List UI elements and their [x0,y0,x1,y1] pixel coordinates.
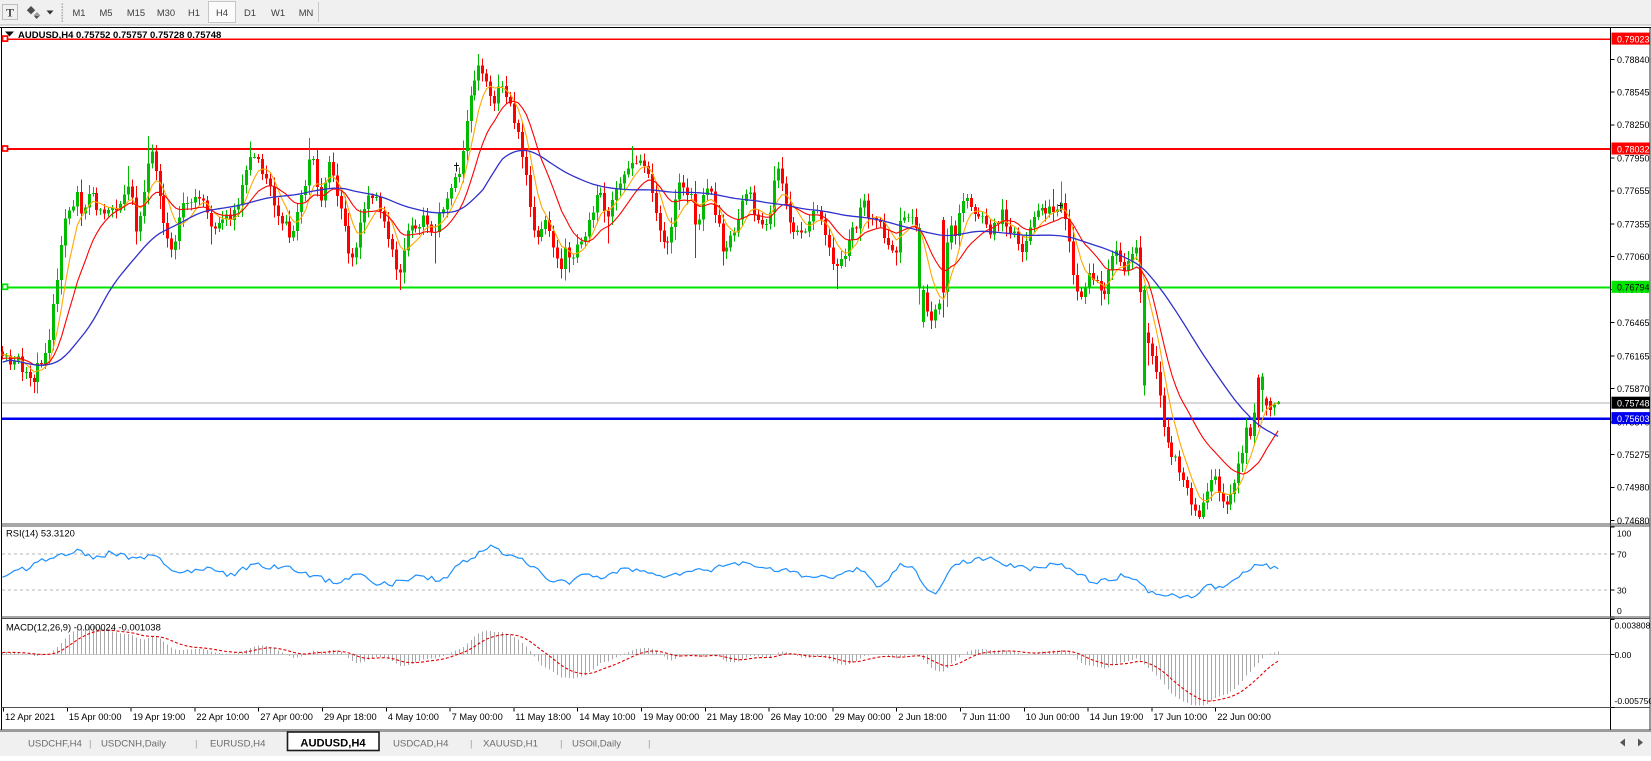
svg-text:14 May 10:00: 14 May 10:00 [579,712,635,722]
svg-text:T: T [6,6,14,20]
svg-text:0.74980: 0.74980 [1617,483,1650,493]
svg-text:M15: M15 [127,7,145,18]
svg-text:H1: H1 [188,7,200,18]
svg-text:0.76794: 0.76794 [1617,283,1650,293]
svg-text:11 May 18:00: 11 May 18:00 [515,712,571,722]
svg-text:0.77950: 0.77950 [1617,154,1650,164]
svg-text:H4: H4 [216,7,228,18]
svg-text:EURUSD,H4: EURUSD,H4 [210,739,266,750]
svg-text:|: | [470,739,473,750]
svg-text:29 May 00:00: 29 May 00:00 [834,712,890,722]
svg-text:30: 30 [1617,586,1627,596]
svg-text:0.78032: 0.78032 [1617,144,1650,154]
svg-text:0.75603: 0.75603 [1617,414,1650,424]
svg-text:MN: MN [299,7,314,18]
svg-text:AUDUSD,H4 0.75752 0.75757 0.7: AUDUSD,H4 0.75752 0.75757 0.75728 0.7574… [18,30,221,41]
svg-text:21 May 18:00: 21 May 18:00 [707,712,763,722]
svg-text:0: 0 [1617,606,1622,616]
svg-text:USOil,Daily: USOil,Daily [572,739,621,750]
svg-text:4 May 10:00: 4 May 10:00 [388,712,439,722]
svg-text:AUDUSD,H4: AUDUSD,H4 [300,738,366,750]
svg-text:D1: D1 [244,7,256,18]
svg-text:0.74680: 0.74680 [1617,516,1650,526]
svg-text:USDCNH,Daily: USDCNH,Daily [101,739,166,750]
svg-text:0.77355: 0.77355 [1617,219,1650,229]
svg-text:0.00: 0.00 [1615,650,1632,660]
svg-text:USDCHF,H4: USDCHF,H4 [28,739,83,750]
svg-text:0.77655: 0.77655 [1617,186,1650,196]
svg-text:0.78250: 0.78250 [1617,120,1650,130]
svg-text:M5: M5 [99,7,112,18]
svg-text:19 May 00:00: 19 May 00:00 [643,712,699,722]
svg-text:0.76165: 0.76165 [1617,351,1650,361]
svg-text:0.77060: 0.77060 [1617,252,1650,262]
svg-text:-0.005750: -0.005750 [1615,696,1651,706]
svg-text:0.76465: 0.76465 [1617,318,1650,328]
svg-text:7 May 00:00: 7 May 00:00 [452,712,503,722]
svg-text:2 Jun 18:00: 2 Jun 18:00 [898,712,947,722]
svg-text:W1: W1 [271,7,285,18]
svg-text:0.78840: 0.78840 [1617,55,1650,65]
svg-text:0.75275: 0.75275 [1617,450,1650,460]
svg-text:|: | [195,739,198,750]
svg-text:0.79023: 0.79023 [1617,35,1650,45]
svg-text:|: | [89,739,92,750]
svg-text:7 Jun 11:00: 7 Jun 11:00 [962,712,1010,722]
svg-text:10 Jun 00:00: 10 Jun 00:00 [1026,712,1080,722]
svg-text:70: 70 [1617,550,1627,560]
svg-text:XAUUSD,H1: XAUUSD,H1 [483,739,538,750]
svg-text:15 Apr 00:00: 15 Apr 00:00 [69,712,122,722]
svg-text:|: | [648,739,651,750]
svg-text:M30: M30 [157,7,175,18]
svg-text:14 Jun 19:00: 14 Jun 19:00 [1090,712,1144,722]
svg-text:29 Apr 18:00: 29 Apr 18:00 [324,712,377,722]
svg-text:M1: M1 [72,7,85,18]
svg-text:19 Apr 19:00: 19 Apr 19:00 [133,712,186,722]
svg-text:MACD(12,26,9) -0.000024 -0.001: MACD(12,26,9) -0.000024 -0.001038 [6,622,161,633]
svg-text:USDCAD,H4: USDCAD,H4 [393,739,449,750]
svg-text:RSI(14) 53.3120: RSI(14) 53.3120 [6,528,75,539]
svg-text:22 Jun 00:00: 22 Jun 00:00 [1217,712,1271,722]
svg-text:0.003808: 0.003808 [1615,620,1651,630]
svg-text:27 Apr 00:00: 27 Apr 00:00 [260,712,313,722]
svg-text:12 Apr 2021: 12 Apr 2021 [5,712,55,722]
svg-text:0.78545: 0.78545 [1617,88,1650,98]
svg-text:22 Apr 10:00: 22 Apr 10:00 [196,712,249,722]
svg-text:0.75748: 0.75748 [1617,399,1650,409]
svg-text:100: 100 [1617,528,1632,538]
svg-text:26 May 10:00: 26 May 10:00 [771,712,827,722]
svg-text:17 Jun 10:00: 17 Jun 10:00 [1153,712,1207,722]
svg-text:0.75870: 0.75870 [1617,384,1650,394]
svg-text:|: | [560,739,563,750]
